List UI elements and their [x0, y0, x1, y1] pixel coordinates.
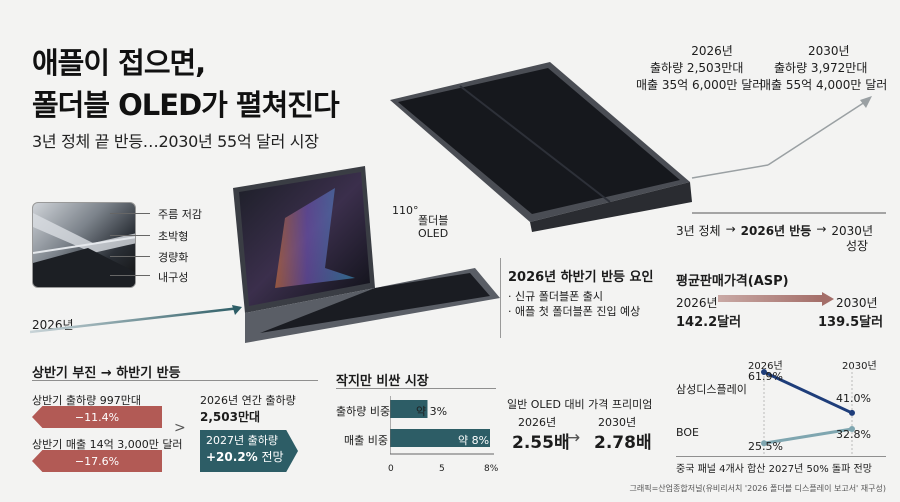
tr-axis-arrow2: → [816, 222, 827, 236]
half-divider [32, 380, 318, 381]
asp-right-value: 139.5달러 [818, 315, 884, 330]
callout-line-2 [110, 235, 150, 236]
tr-right-year: 2030년 [808, 44, 850, 58]
hinge-closeup-drawing [33, 213, 135, 287]
foldable-phone-front-image [233, 166, 500, 343]
share-boe-2026: 25.5% [748, 440, 783, 453]
premium-right-year: 2030년 [598, 416, 637, 429]
half-rev-change-bar: −17.6% [32, 450, 162, 472]
fold-angle-label: 110° [392, 204, 419, 217]
feature-thin: 초박형 [158, 230, 189, 243]
tr-right-line1: 출하량 3,972만대 [774, 61, 868, 75]
asp-right-year: 2030년 [836, 296, 878, 310]
rebound-item-1: · 신규 폴더블폰 출시 [508, 290, 603, 303]
share-note: 중국 패널 4개사 합산 2027년 50% 돌파 전망 [676, 464, 872, 475]
hinge-closeup-image [32, 202, 136, 288]
tr-axis-stage1: 3년 정체 [676, 224, 721, 238]
asp-left-year: 2026년 [676, 296, 718, 310]
premium-arrow: → [566, 428, 581, 448]
tr-axis-stage3b: 성장 [846, 239, 869, 253]
share-boe-2030: 32.8% [836, 428, 871, 441]
niche-row1-value: 약 3% [416, 405, 448, 418]
callout-line-1 [110, 213, 150, 214]
niche-divider [336, 388, 496, 389]
tr-axis-stage3: 2030년 [831, 224, 873, 238]
tr-axis-arrow1: → [725, 222, 736, 236]
rebound-divider [500, 258, 501, 338]
callout-line-4 [110, 275, 150, 276]
tr-left-line2: 매출 35억 6,000만 달러 [636, 78, 764, 92]
niche-title: 작지만 비싼 시장 [336, 374, 429, 389]
share-dot-boe-2026 [761, 440, 767, 447]
page-subtitle: 3년 정체 끝 반등…2030년 55억 달러 시장 [32, 132, 319, 151]
foldable-phone-back-image [390, 62, 692, 232]
half-forecast-badge: 2027년 출하량 +20.2% 전망 [200, 430, 298, 472]
title-line-2: 폴더블 OLED가 펼쳐진다 [32, 88, 340, 122]
share-samsung-2030: 41.0% [836, 392, 871, 405]
asp-title: 평균판매가격(ASP) [676, 274, 789, 289]
share-line-boe [763, 427, 853, 445]
share-divider [676, 456, 886, 457]
source-credit: 그래픽=산업종합저널(유비리서치 '2026 폴더블 디스플레이 보고서' 재구… [629, 484, 887, 493]
share-dot-boe-2030 [849, 425, 855, 432]
share-year-left: 2026년 [748, 361, 783, 372]
premium-title: 일반 OLED 대비 가격 프리미엄 [507, 398, 653, 411]
half-annual-label: 2026년 연간 출하량 [200, 394, 296, 407]
feature-wrinkle: 주름 저감 [158, 208, 202, 221]
share-dot-samsung-2030 [849, 409, 855, 416]
share-samsung-label: 삼성디스플레이 [676, 383, 747, 396]
niche-row2-label: 매출 비중 [344, 434, 388, 447]
feature-durable: 내구성 [158, 271, 189, 284]
page-title: 애플이 접으면, 폴더블 OLED가 펼쳐진다 [32, 42, 340, 126]
premium-right-value: 2.78배 [594, 433, 652, 453]
half-ship-label: 상반기 출하량 997만대 [32, 394, 141, 407]
niche-bar-shipment [390, 400, 428, 418]
trend-stagnation-line [691, 164, 769, 179]
tr-axis-stage2: 2026년 반등 [740, 224, 812, 238]
growth-arrow-left [30, 305, 242, 334]
share-dot-samsung-2026 [761, 369, 767, 376]
rebound-title: 2026년 하반기 반등 요인 [508, 270, 654, 285]
share-line-samsung [763, 370, 853, 415]
half-forecast-pct: +20.2% [206, 450, 258, 464]
niche-row1-label: 출하량 비중 [336, 405, 391, 418]
trend-growth-line [767, 99, 869, 166]
market-trend-chart [691, 96, 886, 214]
tr-right-line2: 매출 55억 4,000만 달러 [760, 78, 888, 92]
premium-left-value: 2.55배 [512, 433, 570, 453]
half-ship-change-bar: −11.4% [32, 406, 162, 428]
niche-tick-5: 5 [439, 464, 445, 474]
half-annual-value: 2,503만대 [200, 410, 261, 424]
half-title: 상반기 부진 → 하반기 반등 [32, 366, 181, 381]
half-forecast-line1: 2027년 출하량 [206, 434, 278, 447]
share-samsung-2026: 61.9% [748, 370, 783, 383]
title-line-1: 애플이 접으면, [32, 46, 206, 80]
niche-bar-chart [390, 396, 494, 455]
half-arrow: > [174, 420, 186, 436]
fold-label-2: OLED [418, 227, 449, 240]
share-year-right: 2030년 [842, 361, 877, 372]
premium-left-year: 2026년 [518, 416, 557, 429]
callout-line-3 [110, 256, 150, 257]
share-slope-chart [761, 368, 855, 454]
niche-tick-8: 8% [484, 464, 499, 474]
tr-left-year: 2026년 [691, 44, 733, 58]
feature-light: 경량화 [158, 251, 189, 264]
rebound-item-2: · 애플 첫 폴더블폰 진입 예상 [508, 305, 641, 318]
tr-axis: 3년 정체 → 2026년 반등 → 2030년 [676, 222, 873, 239]
niche-row2-value: 약 8% [458, 434, 490, 447]
tr-left-line1: 출하량 2,503만대 [650, 61, 744, 75]
half-rev-label: 상반기 매출 14억 3,000만 달러 [32, 438, 183, 451]
half-forecast-rest: 전망 [257, 450, 284, 464]
niche-tick-0: 0 [388, 464, 394, 474]
fold-label-1: 폴더블 [418, 214, 449, 227]
asp-arrow [718, 292, 834, 306]
asp-left-value: 142.2달러 [676, 315, 742, 330]
niche-bar-revenue [390, 429, 490, 447]
share-boe-label: BOE [676, 426, 699, 439]
